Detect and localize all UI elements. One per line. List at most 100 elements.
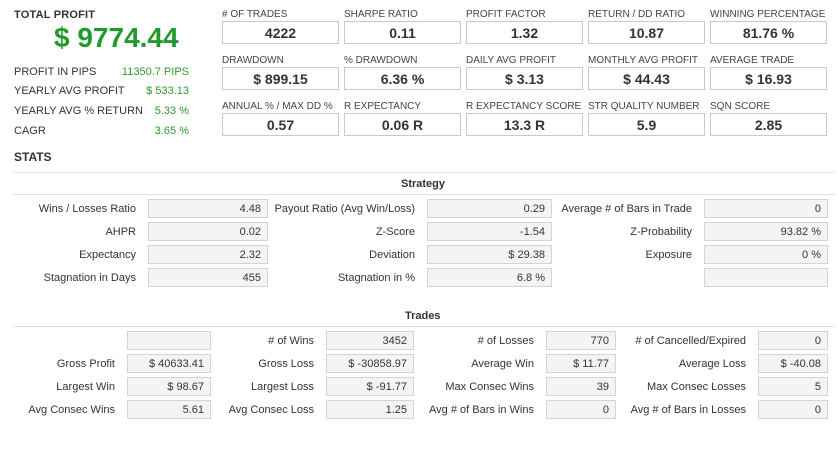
card-monthly-avg-label: MONTHLY AVG PROFIT	[588, 55, 699, 66]
avg-consec-wins-label: Avg Consec Wins	[28, 404, 115, 416]
largest-loss-label: Largest Loss	[251, 381, 314, 393]
yearly-avg-return-label: YEARLY AVG % RETURN	[14, 105, 143, 117]
card-sqn-score-value: 2.85	[710, 113, 827, 136]
card-sharpe-label: SHARPE RATIO	[344, 9, 418, 20]
card-winning-pct-label: WINNING PERCENTAGE	[710, 9, 826, 20]
z-score-value: -1.54	[427, 222, 552, 241]
num-wins-value: 3452	[326, 331, 414, 350]
strategy-divider	[14, 194, 834, 195]
trades-empty-value	[127, 331, 211, 350]
expectancy-label: Expectancy	[79, 249, 136, 261]
card-pct-drawdown-label: % DRAWDOWN	[344, 55, 418, 66]
payout-ratio-label: Payout Ratio (Avg Win/Loss)	[274, 203, 415, 215]
card-r-expectancy-label: R EXPECTANCY	[344, 101, 422, 112]
total-profit-value: $ 9774.44	[54, 22, 179, 53]
yearly-avg-profit-label: YEARLY AVG PROFIT	[14, 85, 125, 97]
average-loss-label: Average Loss	[678, 358, 746, 370]
profit-in-pips-label: PROFIT IN PIPS	[14, 66, 97, 78]
deviation-label: Deviation	[369, 249, 415, 261]
card-sharpe-value: 0.11	[344, 21, 461, 44]
wins-losses-ratio-value: 4.48	[148, 199, 268, 218]
average-win-label: Average Win	[471, 358, 534, 370]
num-cancelled-value: 0	[758, 331, 828, 350]
avg-consec-loss-label: Avg Consec Loss	[228, 404, 314, 416]
card-profit-factor-label: PROFIT FACTOR	[466, 9, 546, 20]
card-str-quality-value: 5.9	[588, 113, 705, 136]
num-losses-label: # of Losses	[477, 335, 534, 347]
avg-consec-loss-value: 1.25	[326, 400, 414, 419]
card-monthly-avg-value: $ 44.43	[588, 67, 705, 90]
avg-bars-in-trade-value: 0	[704, 199, 828, 218]
card-str-quality-label: STR QUALITY NUMBER	[588, 101, 700, 112]
gross-loss-value: $ -30858.97	[326, 354, 414, 373]
average-win-value: $ 11.77	[546, 354, 616, 373]
total-profit-label: TOTAL PROFIT	[14, 9, 96, 21]
avg-bars-in-trade-label: Average # of Bars in Trade	[561, 203, 692, 215]
card-annual-maxdd-value: 0.57	[222, 113, 339, 136]
avg-bars-in-wins-value: 0	[546, 400, 616, 419]
largest-loss-value: $ -91.77	[326, 377, 414, 396]
card-trades-label: # OF TRADES	[222, 9, 288, 20]
average-loss-value: $ -40.08	[758, 354, 828, 373]
max-consec-losses-value: 5	[758, 377, 828, 396]
card-r-expectancy-score-value: 13.3 R	[466, 113, 583, 136]
card-average-trade-value: $ 16.93	[710, 67, 827, 90]
max-consec-losses-label: Max Consec Losses	[646, 381, 746, 393]
stats-divider	[14, 172, 834, 173]
num-losses-value: 770	[546, 331, 616, 350]
card-r-expectancy-value: 0.06 R	[344, 113, 461, 136]
card-daily-avg-value: $ 3.13	[466, 67, 583, 90]
z-probability-label: Z-Probability	[630, 226, 692, 238]
card-drawdown-label: DRAWDOWN	[222, 55, 284, 66]
card-return-dd-value: 10.87	[588, 21, 705, 44]
card-drawdown-value: $ 899.15	[222, 67, 339, 90]
card-sqn-score-label: SQN SCORE	[710, 101, 771, 112]
cagr-value: 3.65 %	[154, 125, 189, 137]
card-annual-maxdd-label: ANNUAL % / MAX DD %	[222, 101, 333, 112]
card-r-expectancy-score-label: R EXPECTANCY SCORE	[466, 101, 582, 112]
num-cancelled-label: # of Cancelled/Expired	[635, 335, 746, 347]
num-wins-label: # of Wins	[268, 335, 314, 347]
card-profit-factor-value: 1.32	[466, 21, 583, 44]
largest-win-label: Largest Win	[56, 381, 115, 393]
yearly-avg-profit-value: $ 533.13	[146, 85, 189, 97]
card-average-trade-label: AVERAGE TRADE	[710, 55, 795, 66]
max-consec-wins-value: 39	[546, 377, 616, 396]
yearly-avg-return-value: 5.33 %	[154, 105, 189, 117]
max-consec-wins-label: Max Consec Wins	[445, 381, 534, 393]
z-probability-value: 93.82 %	[704, 222, 828, 241]
avg-bars-in-losses-value: 0	[758, 400, 828, 419]
stagnation-pct-label: Stagnation in %	[337, 272, 415, 284]
ahpr-value: 0.02	[148, 222, 268, 241]
exposure-label: Exposure	[645, 249, 692, 261]
exposure-value: 0 %	[704, 245, 828, 264]
cagr-label: CAGR	[14, 125, 46, 137]
avg-bars-in-wins-label: Avg # of Bars in Wins	[429, 404, 534, 416]
stagnation-days-value: 455	[148, 268, 268, 287]
card-return-dd-label: RETURN / DD RATIO	[588, 9, 686, 20]
card-winning-pct-value: 81.76 %	[710, 21, 827, 44]
deviation-value: $ 29.38	[427, 245, 552, 264]
empty-strategy-value	[704, 268, 828, 287]
payout-ratio-value: 0.29	[427, 199, 552, 218]
wins-losses-ratio-label: Wins / Losses Ratio	[38, 203, 136, 215]
largest-win-value: $ 98.67	[127, 377, 211, 396]
strategy-title: Strategy	[401, 178, 446, 190]
stagnation-days-label: Stagnation in Days	[43, 272, 136, 284]
card-daily-avg-label: DAILY AVG PROFIT	[466, 55, 557, 66]
stats-title: STATS	[14, 150, 52, 164]
avg-bars-in-losses-label: Avg # of Bars in Losses	[630, 404, 746, 416]
z-score-label: Z-Score	[375, 226, 415, 238]
card-trades-value: 4222	[222, 21, 339, 44]
trades-title: Trades	[405, 310, 441, 322]
gross-profit-value: $ 40633.41	[127, 354, 211, 373]
ahpr-label: AHPR	[105, 226, 136, 238]
card-pct-drawdown-value: 6.36 %	[344, 67, 461, 90]
trades-divider	[14, 326, 834, 327]
profit-in-pips-value: 11350.7 PIPS	[121, 66, 189, 78]
gross-loss-label: Gross Loss	[258, 358, 314, 370]
avg-consec-wins-value: 5.61	[127, 400, 211, 419]
gross-profit-label: Gross Profit	[56, 358, 115, 370]
stagnation-pct-value: 6.8 %	[427, 268, 552, 287]
expectancy-value: 2.32	[148, 245, 268, 264]
